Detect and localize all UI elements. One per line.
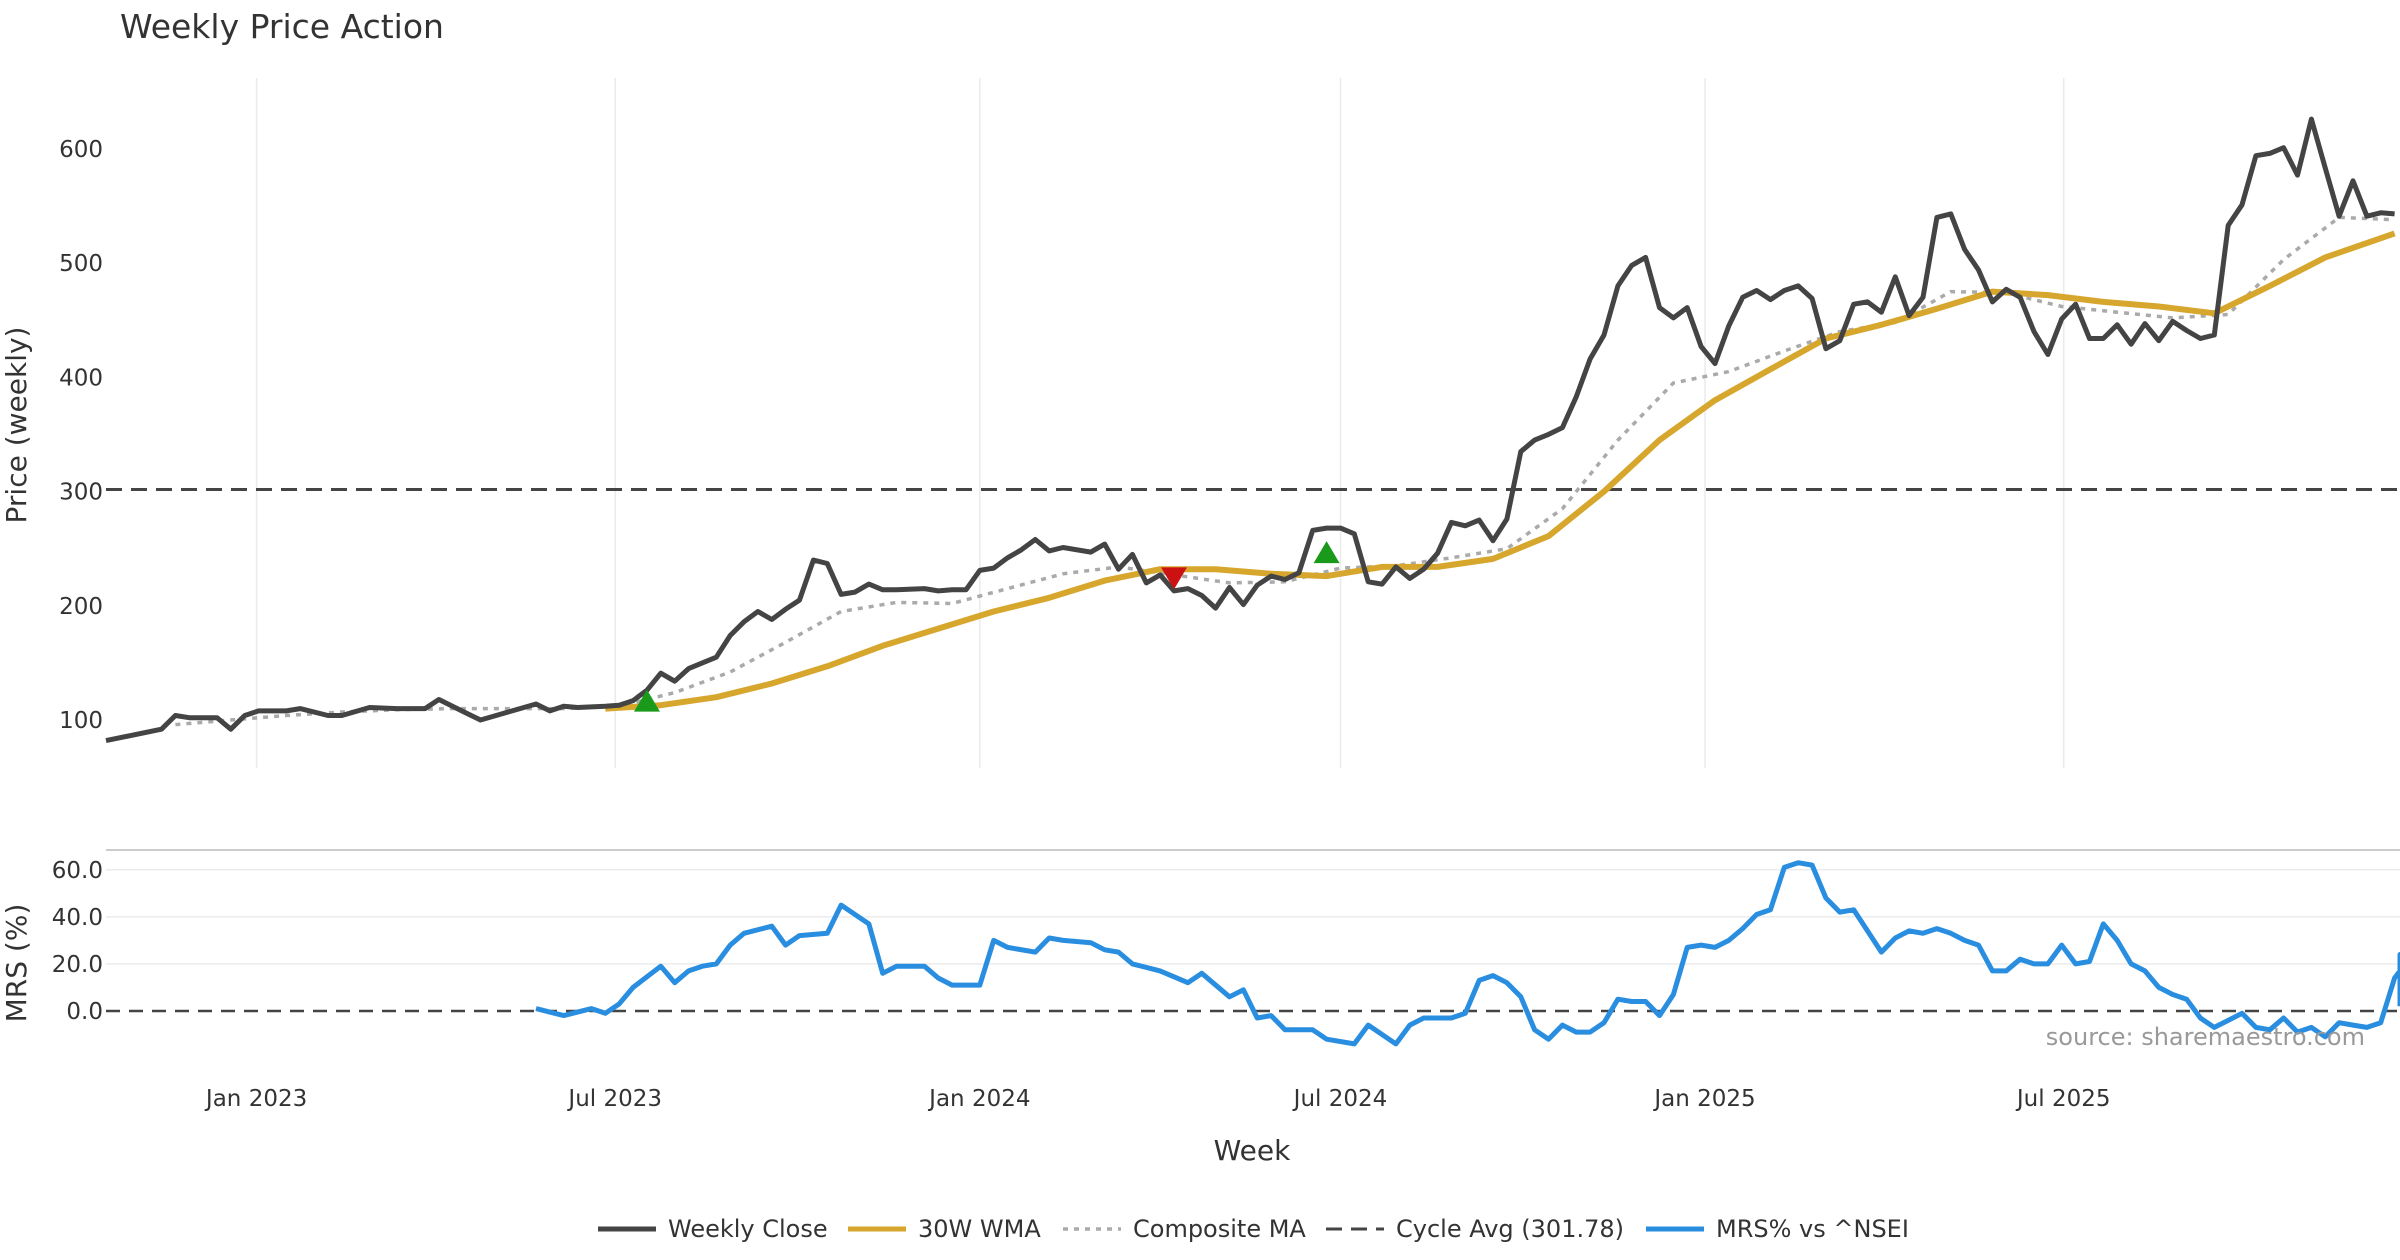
- legend-item: Weekly Close: [598, 1215, 828, 1243]
- x-tick-label: Jul 2023: [566, 1086, 662, 1112]
- source-credit: source: sharemaestro.com: [2046, 1023, 2365, 1051]
- weekly-close-line: [105, 116, 2395, 744]
- legend-item: 30W WMA: [848, 1215, 1041, 1243]
- legend: Weekly Close 30W WMA Composite MA Cycle Avg…: [598, 1215, 1909, 1243]
- legend-label: 30W WMA: [918, 1215, 1041, 1243]
- legend-item: MRS% vs ^NSEI: [1646, 1215, 1909, 1243]
- mrs-y-tick-label: 20.0: [52, 952, 103, 978]
- price-y-tick-label: 100: [59, 708, 103, 734]
- legend-label: Cycle Avg (301.78): [1396, 1215, 1624, 1243]
- mrs-line: [535, 860, 2400, 1047]
- mrs-y-tick-label: 0.0: [66, 999, 103, 1025]
- legend-label: Weekly Close: [668, 1215, 828, 1243]
- x-tick-label: Jul 2024: [1292, 1086, 1388, 1112]
- legend-label: Composite MA: [1133, 1215, 1306, 1243]
- legend-label: MRS% vs ^NSEI: [1716, 1215, 1909, 1243]
- price-y-tick-label: 500: [59, 251, 103, 277]
- legend-item: Composite MA: [1063, 1215, 1306, 1243]
- chart-title: Weekly Price Action: [120, 7, 444, 46]
- price-y-tick-label: 300: [59, 480, 103, 506]
- mrs-y-tick-labels: 0.0 20.0 40.0 60.0: [52, 858, 103, 1025]
- legend-item: Cycle Avg (301.78): [1326, 1215, 1624, 1243]
- price-vertical-gridlines: [255, 78, 2065, 768]
- x-axis-title: Week: [1214, 1134, 1291, 1167]
- x-tick-label: Jan 2024: [927, 1086, 1030, 1112]
- x-tick-label: Jul 2025: [2015, 1086, 2111, 1112]
- sell-signal-marker: [1161, 567, 1188, 590]
- price-y-tick-label: 400: [59, 365, 103, 391]
- price-y-tick-label: 200: [59, 594, 103, 620]
- x-tick-label: Jan 2023: [204, 1086, 307, 1112]
- mrs-y-tick-label: 60.0: [52, 858, 103, 884]
- wma-30w-line: [605, 230, 2396, 712]
- price-panel: 100 200 300 400 500 600 Price (weekly): [0, 78, 2400, 768]
- x-tick-labels: Jan 2023 Jul 2023 Jan 2024 Jul 2024 Jan 2025…: [204, 1086, 2111, 1112]
- mrs-y-tick-label: 40.0: [52, 905, 103, 931]
- signal-markers: [633, 541, 1340, 712]
- buy-signal-marker: [1313, 541, 1340, 564]
- price-y-tick-labels: 100 200 300 400 500 600: [59, 137, 103, 734]
- mrs-panel: 0.0 20.0 40.0 60.0 MRS (%) source: sharemae…: [0, 849, 2400, 1051]
- price-y-axis-title: Price (weekly): [0, 327, 33, 524]
- buy-signal-marker: [633, 689, 660, 712]
- x-tick-label: Jan 2025: [1652, 1086, 1755, 1112]
- price-y-tick-label: 600: [59, 137, 103, 163]
- mrs-y-axis-title: MRS (%): [0, 904, 33, 1023]
